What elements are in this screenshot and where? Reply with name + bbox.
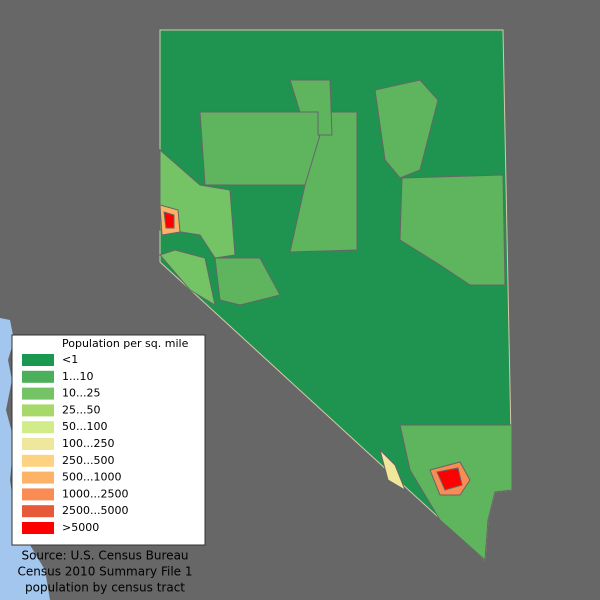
legend-swatch — [22, 404, 54, 417]
legend-title: Population per sq. mile — [62, 337, 189, 350]
legend-label: >5000 — [62, 521, 99, 534]
legend-label: 50...100 — [62, 420, 107, 433]
legend-swatch — [22, 438, 54, 450]
legend-swatch — [22, 370, 54, 383]
legend-items: <1 1...10 10...25 25...50 50...100 100...250 2… — [22, 353, 128, 534]
legend-swatch — [22, 505, 54, 518]
legend-swatch — [22, 454, 54, 467]
legend-label: <1 — [62, 353, 78, 366]
nevada — [159, 29, 513, 562]
legend-swatch — [22, 522, 54, 534]
legend-label: 100...250 — [62, 437, 114, 450]
legend-label: 25...50 — [62, 403, 100, 416]
legend-label: 1000...2500 — [62, 487, 128, 500]
legend-label: 1...10 — [62, 370, 94, 383]
source-line: Census 2010 Summary File 1 — [18, 565, 193, 579]
legend-swatch — [22, 387, 54, 400]
legend-swatch — [22, 421, 54, 434]
legend-label: 500...1000 — [62, 471, 121, 484]
legend-swatch — [22, 488, 54, 501]
source-line: Source: U.S. Census Bureau — [21, 549, 188, 563]
legend-label: 250...500 — [62, 454, 114, 467]
legend-label: 2500...5000 — [62, 504, 128, 517]
legend-label: 10...25 — [62, 387, 100, 400]
legend-swatch — [22, 471, 54, 484]
source-line: population by census tract — [25, 581, 185, 595]
legend-swatch — [22, 354, 54, 366]
